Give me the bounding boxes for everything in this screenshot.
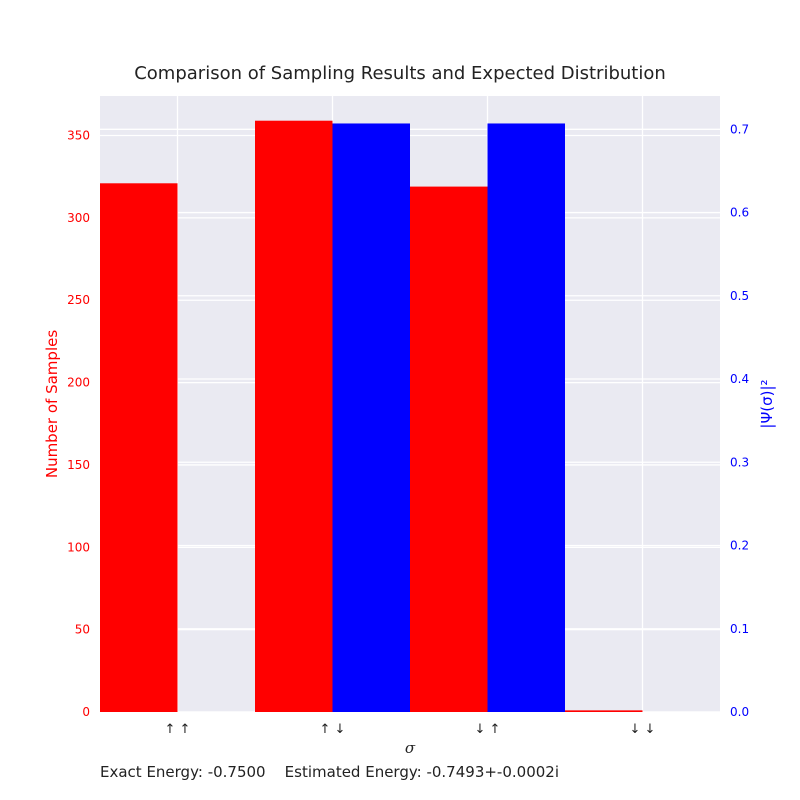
- x-axis-label: σ: [405, 739, 416, 757]
- y-tick-left-5: 250: [67, 293, 90, 307]
- y-tick-left-6: 300: [67, 211, 90, 225]
- y-tick-right-2: 0.2: [730, 539, 749, 553]
- y-tick-right-7: 0.7: [730, 122, 749, 136]
- y-tick-right-6: 0.6: [730, 206, 749, 220]
- x-tick-1: ↑ ↓: [320, 722, 346, 737]
- y-tick-left-2: 100: [67, 540, 90, 554]
- bar-samples-2: [410, 186, 488, 712]
- bars-layer: [100, 120, 643, 713]
- x-tick-3: ↓ ↓: [630, 722, 656, 737]
- bar-samples-3: [565, 710, 643, 712]
- y-tick-right-0: 0.0: [730, 705, 749, 719]
- y-axis-label-left: Number of Samples: [43, 330, 61, 478]
- y-tick-right-4: 0.4: [730, 372, 749, 386]
- y-axis-label-right: |Ψ(σ)|²: [758, 379, 776, 428]
- bar-probability-2: [487, 123, 565, 712]
- y-tick-left-4: 200: [67, 376, 90, 390]
- y-tick-left-0: 0: [82, 705, 90, 719]
- x-tick-2: ↓ ↑: [475, 722, 501, 737]
- y-tick-right-3: 0.3: [730, 455, 749, 469]
- estimated-energy-text: Estimated Energy: -0.7493+-0.0002i: [284, 763, 559, 781]
- bar-probability-1: [332, 123, 410, 712]
- energy-footer: Exact Energy: -0.7500 Estimated Energy: …: [100, 763, 559, 781]
- y-tick-left-7: 350: [67, 129, 90, 143]
- y-tick-left-1: 50: [75, 623, 90, 637]
- chart-title: Comparison of Sampling Results and Expec…: [134, 63, 666, 84]
- y-tick-right-1: 0.1: [730, 622, 749, 636]
- bar-samples-0: [100, 183, 178, 712]
- ticks-layer: 0 50 100 150 200 250 300 350 0.0 0.1 0.2 0.3 0.4 0.5 0…: [67, 122, 749, 737]
- y-tick-right-5: 0.5: [730, 289, 749, 303]
- exact-energy-text: Exact Energy: -0.7500: [100, 763, 266, 781]
- y-tick-left-3: 150: [67, 458, 90, 472]
- bar-samples-1: [255, 120, 333, 713]
- x-tick-0: ↑ ↑: [165, 722, 191, 737]
